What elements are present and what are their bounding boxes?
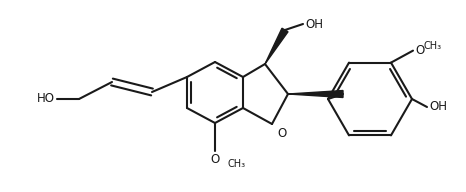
Text: O: O <box>277 127 286 140</box>
Polygon shape <box>265 28 288 64</box>
Text: HO: HO <box>37 93 55 105</box>
Polygon shape <box>288 90 343 98</box>
Text: OH: OH <box>305 17 323 31</box>
Text: O: O <box>210 153 219 166</box>
Text: OH: OH <box>429 100 447 113</box>
Text: O: O <box>415 44 424 57</box>
Text: CH₃: CH₃ <box>423 41 441 51</box>
Text: CH₃: CH₃ <box>227 159 245 169</box>
